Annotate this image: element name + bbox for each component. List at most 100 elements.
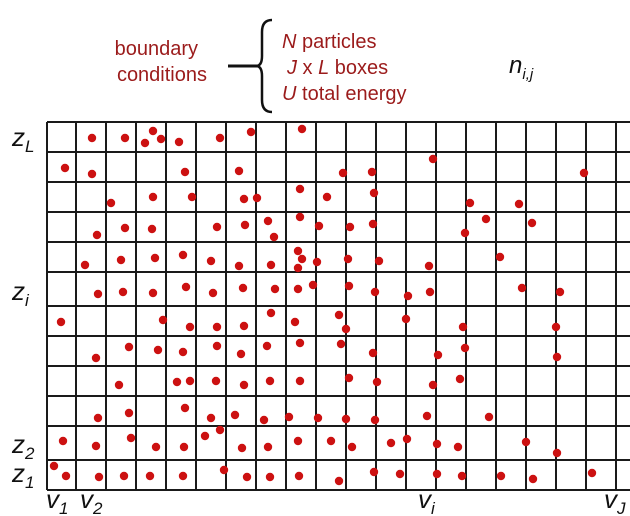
particle-dot (555, 287, 565, 297)
particle-dot (403, 291, 413, 301)
particle-dot (124, 408, 134, 418)
particle-dot (295, 212, 305, 222)
box-grid (46, 121, 630, 491)
particle-dot (293, 263, 303, 273)
particle-dot (496, 471, 506, 481)
particle-dot (341, 414, 351, 424)
particle-dot (263, 442, 273, 452)
particle-dot (158, 315, 168, 325)
particle-dot (219, 465, 229, 475)
particle-dot (551, 322, 561, 332)
particle-dot (465, 198, 475, 208)
particle-dot (263, 216, 273, 226)
particle-dot (293, 436, 303, 446)
particle-dot (147, 224, 157, 234)
particle-dot (481, 214, 491, 224)
particle-dot (312, 257, 322, 267)
particle-dot (453, 442, 463, 452)
particle-dot (457, 471, 467, 481)
particle-dot (180, 167, 190, 177)
particle-dot (187, 192, 197, 202)
particle-dot (91, 441, 101, 451)
particle-dot (495, 252, 505, 262)
particle-dot (527, 218, 537, 228)
particle-dot (212, 341, 222, 351)
particle-dot (58, 436, 68, 446)
particle-dot (140, 138, 150, 148)
particle-dot (313, 413, 323, 423)
particle-dot (148, 192, 158, 202)
particle-dot (178, 250, 188, 260)
particle-dot (484, 412, 494, 422)
particle-dot (242, 472, 252, 482)
particle-dot (336, 339, 346, 349)
particle-dot (433, 350, 443, 360)
particle-dot (341, 324, 351, 334)
particle-dot (259, 415, 269, 425)
particle-dot (314, 221, 324, 231)
particle-dot (200, 431, 210, 441)
particle-dot (552, 352, 562, 362)
particle-dot (428, 154, 438, 164)
v-label-J: vJ (604, 484, 626, 516)
particle-dot (458, 322, 468, 332)
particle-dot (266, 260, 276, 270)
particle-dot (93, 289, 103, 299)
particle-dot (178, 471, 188, 481)
particle-dot (208, 288, 218, 298)
v-label-2: v2 (80, 484, 103, 516)
z-label-1: z1 (11, 458, 34, 492)
particle-dot (297, 254, 307, 264)
particle-dot (206, 256, 216, 266)
particle-dot (116, 255, 126, 265)
particle-dot (156, 134, 166, 144)
particle-dot (428, 380, 438, 390)
z-label-i: zi (11, 276, 30, 310)
particle-dot (368, 219, 378, 229)
particle-dot (252, 193, 262, 203)
particle-dot (460, 228, 470, 238)
particle-dot (114, 380, 124, 390)
particles-label: N particles (282, 31, 376, 53)
particle-dot (343, 254, 353, 264)
particle-dot (148, 126, 158, 136)
particle-dot (178, 347, 188, 357)
particle-dot (284, 412, 294, 422)
particle-dot (91, 353, 101, 363)
particle-dot (432, 439, 442, 449)
particle-dot (386, 438, 396, 448)
boundary-label-line1: boundary (115, 38, 198, 60)
particle-dot (514, 199, 524, 209)
z-label-L: zL (11, 122, 34, 156)
particle-dot (239, 194, 249, 204)
particle-dot (80, 260, 90, 270)
boxes-label: J x L boxes (286, 57, 388, 79)
particle-dot (150, 253, 160, 263)
particle-dot (212, 322, 222, 332)
particle-dot (93, 413, 103, 423)
particle-dot (345, 222, 355, 232)
particle-dot (49, 461, 59, 471)
particle-dot (347, 442, 357, 452)
particle-dot (269, 232, 279, 242)
particle-dot (265, 472, 275, 482)
particle-dot (262, 341, 272, 351)
particle-dot (395, 469, 405, 479)
particle-dot (234, 261, 244, 271)
particle-dot (239, 380, 249, 390)
v-label-i: vi (418, 484, 436, 516)
particle-dot (266, 308, 276, 318)
particle-dot (106, 198, 116, 208)
particle-dot (148, 288, 158, 298)
particle-dot (344, 281, 354, 291)
particle-dot (295, 184, 305, 194)
particle-dot (368, 348, 378, 358)
particle-dot (579, 168, 589, 178)
particle-dot (246, 127, 256, 137)
particle-dot (372, 377, 382, 387)
curly-brace (255, 18, 273, 114)
particle-dot (344, 373, 354, 383)
occupancy-label: ni,j (509, 52, 534, 83)
particle-dot (124, 342, 134, 352)
particle-dot (236, 349, 246, 359)
